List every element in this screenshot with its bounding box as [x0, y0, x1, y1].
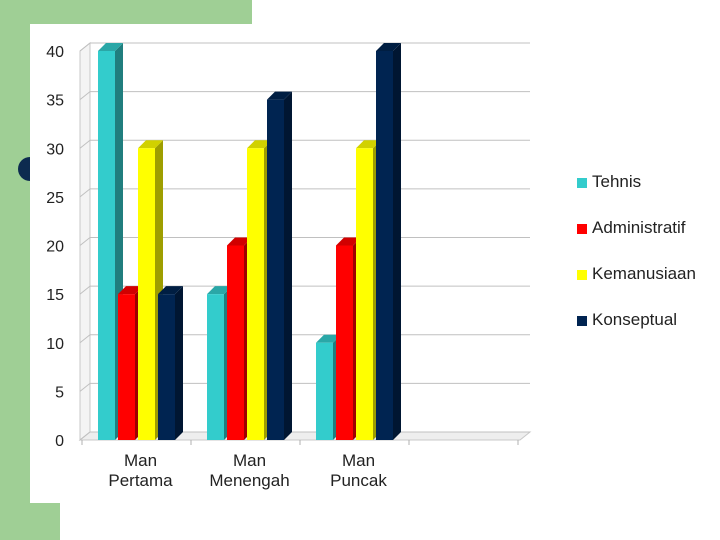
legend-label: Tehnis [592, 172, 642, 191]
bar-side [284, 91, 292, 440]
y-tick-label: 15 [46, 287, 64, 304]
bars [98, 43, 401, 440]
y-axis-ticks: 0 5 10 15 20 25 30 35 40 [46, 44, 64, 450]
decor-block-bottom [0, 503, 60, 540]
bar [356, 148, 373, 440]
grid-line-side [79, 382, 91, 392]
legend-swatch [577, 316, 587, 326]
y-tick-label: 30 [46, 141, 64, 158]
bar-top [118, 286, 143, 295]
bar [376, 51, 393, 440]
decor-bar-left [0, 0, 30, 540]
category-label: Man [124, 451, 157, 470]
bar-top [207, 286, 232, 295]
bar-top [336, 237, 361, 246]
y-tick-label: 10 [46, 336, 64, 353]
bar-top [316, 334, 341, 343]
y-tick-label: 40 [46, 44, 64, 61]
bar [247, 148, 264, 440]
legend-label: Konseptual [592, 310, 678, 329]
grid-line-side [79, 285, 91, 295]
y-tick-label: 5 [55, 384, 64, 401]
grid-line-side [79, 334, 91, 344]
bar [138, 148, 155, 440]
legend-swatch [577, 224, 587, 234]
bar-side [175, 286, 183, 440]
category-label: Puncak [330, 471, 387, 490]
bar [267, 99, 284, 440]
grid-line-side [79, 431, 91, 441]
bar-top [247, 140, 272, 149]
bar [98, 51, 115, 440]
bar [158, 294, 175, 440]
bar-top [98, 43, 123, 51]
bar [227, 245, 244, 440]
grid-line-side [79, 139, 91, 149]
y-tick-label: 0 [55, 433, 64, 450]
decor-bar-top [0, 0, 252, 24]
bar-top [267, 91, 292, 100]
chart-panel: 0 5 10 15 20 25 30 35 40 Man Pertama Man Menengah Ma… [30, 24, 720, 503]
legend-label: Administratif [592, 218, 686, 237]
bar [336, 245, 353, 440]
grid-line-side [79, 91, 91, 101]
category-label: Man [233, 451, 266, 470]
grid-line-side [79, 42, 91, 52]
bar-top [158, 286, 183, 295]
bar [118, 294, 135, 440]
y-tick-label: 20 [46, 239, 64, 256]
bar-top [138, 140, 163, 149]
y-tick-label: 35 [46, 93, 64, 110]
grid-line-side [79, 188, 91, 198]
category-label: Menengah [209, 471, 289, 490]
grid-line-side [79, 237, 91, 246]
legend-swatch [577, 270, 587, 280]
bar [316, 342, 333, 440]
legend-label: Kemanusiaan [592, 264, 696, 283]
category-label: Pertama [108, 471, 173, 490]
bar-top [227, 237, 252, 246]
bar-top [376, 43, 401, 51]
category-label: Man [342, 451, 375, 470]
bar-side [393, 43, 401, 440]
y-tick-label: 25 [46, 190, 64, 207]
bar [207, 294, 224, 440]
legend-swatch [577, 178, 587, 188]
bar-top [356, 140, 381, 149]
